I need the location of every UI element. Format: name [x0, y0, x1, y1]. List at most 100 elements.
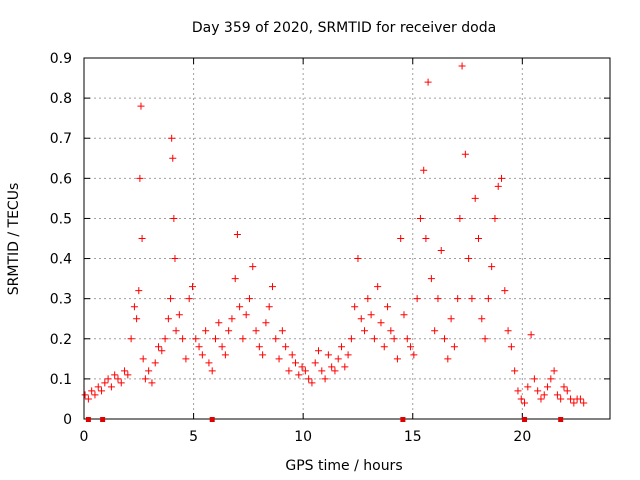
- data-point: [468, 295, 476, 303]
- data-point: [514, 387, 522, 395]
- data-point: [334, 355, 342, 363]
- data-point: [233, 230, 241, 238]
- data-point: [137, 102, 145, 110]
- data-point: [318, 367, 326, 375]
- x-tick-label: 10: [294, 429, 312, 445]
- data-point: [155, 343, 163, 351]
- data-point: [501, 287, 509, 295]
- data-point: [249, 263, 257, 271]
- data-point: [172, 327, 180, 335]
- data-point: [491, 214, 499, 222]
- data-point: [504, 327, 512, 335]
- y-tick-label: 0.8: [50, 91, 72, 107]
- data-point: [328, 363, 336, 371]
- gap-markers: [85, 417, 564, 422]
- data-point: [397, 235, 405, 242]
- data-point: [136, 174, 144, 182]
- data-point: [169, 154, 177, 162]
- data-point: [265, 303, 273, 311]
- data-point: [179, 335, 187, 343]
- data-point: [311, 359, 319, 367]
- y-tick-label: 0: [63, 412, 72, 428]
- data-point: [387, 327, 395, 335]
- data-point: [218, 343, 226, 351]
- data-point: [295, 371, 303, 379]
- data-point: [454, 295, 462, 303]
- data-point: [321, 375, 329, 383]
- data-point: [291, 359, 299, 367]
- data-point: [420, 166, 428, 174]
- x-tick-label: 5: [189, 429, 198, 445]
- data-point: [104, 375, 112, 383]
- data-point: [315, 347, 323, 355]
- x-tick-label: 15: [404, 429, 422, 445]
- data-point: [308, 379, 316, 387]
- data-point: [527, 331, 535, 339]
- data-point: [168, 134, 176, 142]
- data-point: [347, 335, 355, 343]
- data-point: [475, 235, 482, 242]
- data-point: [331, 367, 339, 375]
- data-point: [94, 383, 102, 391]
- data-point: [114, 375, 122, 383]
- data-point: [198, 351, 206, 359]
- data-point: [465, 255, 473, 263]
- data-point: [324, 351, 332, 359]
- data-point: [202, 327, 210, 335]
- data-point: [444, 355, 452, 363]
- data-point: [298, 363, 306, 371]
- data-point: [158, 347, 166, 355]
- data-point: [84, 395, 92, 403]
- data-point: [255, 343, 263, 351]
- data-point: [478, 315, 486, 323]
- data-point: [576, 395, 584, 403]
- data-point: [272, 335, 280, 343]
- data-point: [413, 295, 421, 303]
- data-point: [208, 367, 216, 375]
- data-point: [288, 351, 296, 359]
- data-point: [410, 351, 418, 359]
- data-point: [185, 295, 193, 303]
- data-point: [301, 367, 309, 375]
- data-point: [377, 319, 385, 327]
- gap-marker: [100, 417, 106, 422]
- data-point: [364, 295, 372, 303]
- data-point: [481, 335, 489, 343]
- data-point: [494, 182, 502, 190]
- data-point: [268, 283, 276, 291]
- axis-ticks: 0 0.1 0.2 0.3 0.4 0.5 0.6 0.7 0.8 0.9 0 5 10 15 20: [50, 51, 610, 445]
- data-point: [164, 315, 172, 323]
- data-point: [91, 391, 99, 399]
- data-point: [488, 263, 496, 271]
- data-point: [534, 387, 542, 395]
- data-point: [354, 255, 362, 263]
- data-point: [242, 311, 250, 319]
- data-point: [393, 355, 401, 363]
- data-point: [192, 335, 200, 343]
- data-point: [567, 395, 575, 403]
- x-axis-label: GPS time / hours: [285, 458, 402, 474]
- data-point: [511, 367, 519, 375]
- data-point: [215, 319, 223, 327]
- data-point: [225, 327, 233, 335]
- data-point: [117, 379, 125, 387]
- data-point: [138, 235, 146, 242]
- data-point: [305, 375, 313, 383]
- data-point: [121, 367, 129, 375]
- data-point: [127, 335, 135, 343]
- data-point: [228, 315, 236, 323]
- data-point: [285, 367, 293, 375]
- data-point: [471, 194, 479, 202]
- data-point: [170, 214, 178, 222]
- data-point: [239, 335, 247, 343]
- data-point: [517, 395, 525, 403]
- data-point: [135, 287, 143, 295]
- data-points: [81, 62, 588, 407]
- data-point: [171, 255, 179, 263]
- data-point: [101, 379, 109, 387]
- data-point: [195, 343, 203, 351]
- data-point: [407, 343, 415, 351]
- data-point: [498, 174, 506, 182]
- data-point: [88, 387, 96, 395]
